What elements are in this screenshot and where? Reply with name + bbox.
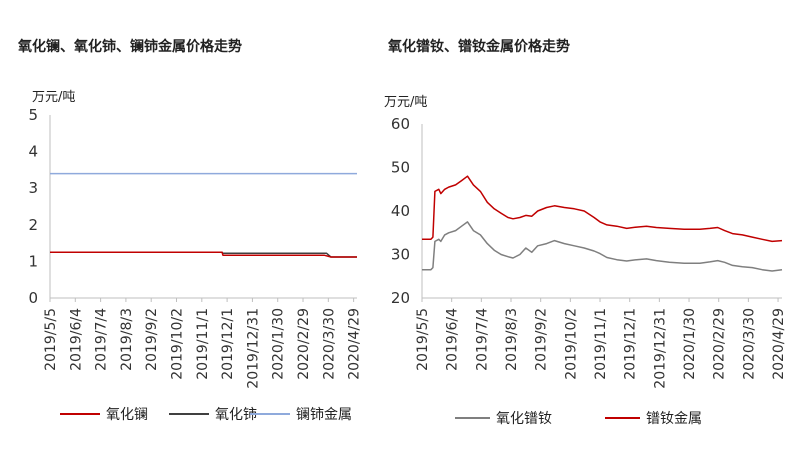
right-chart-title: 氧化镨钕、镨钕金属价格走势	[388, 39, 570, 55]
y-tick-label: 20	[391, 289, 410, 307]
y-tick-label: 4	[28, 143, 38, 161]
y-tick-label: 5	[28, 106, 38, 124]
y-tick-label: 30	[391, 246, 410, 264]
legend-item: 镧铈金属	[250, 406, 352, 423]
x-tick-label: 2019/9/2	[534, 308, 550, 371]
x-tick-label: 2019/11/1	[195, 308, 211, 380]
y-tick-label: 3	[28, 179, 38, 197]
x-tick-label: 2020/1/30	[271, 308, 287, 380]
left-chart-title: 氧化镧、氧化铈、镧铈金属价格走势	[18, 39, 242, 55]
series-line-series-0	[422, 221, 783, 272]
y-tick-label: 50	[391, 159, 410, 177]
x-tick-label: 2020/2/29	[296, 308, 312, 380]
legend-item: 氧化镨钕	[455, 411, 552, 427]
x-tick-label: 2020/4/29	[347, 308, 363, 380]
y-tick-label: 60	[391, 115, 410, 133]
right-chart-panel: 氧化镨钕、镨钕金属价格走势 万元/吨 20 30 40 50 60 2019/5/5 2019…	[384, 0, 800, 463]
x-tick-label: 2020/1/30	[682, 308, 698, 380]
x-tick-label: 2020/2/29	[712, 308, 728, 380]
x-tick-label: 2019/8/3	[119, 308, 135, 371]
y-tick-label: 1	[28, 252, 38, 270]
x-tick-label: 2020/3/30	[321, 308, 337, 380]
legend-label: 氧化镨钕	[496, 411, 552, 427]
y-unit-label: 万元/吨	[32, 90, 75, 105]
x-tick-label: 2019/7/4	[94, 308, 110, 371]
legend-label: 氧化铈	[215, 406, 257, 423]
x-tick-label: 2019/10/2	[563, 308, 579, 380]
y-unit-label: 万元/吨	[384, 95, 427, 110]
right-chart-svg: 万元/吨 20 30 40 50 60 2019/5/5 2019/6/4 2019/7/4 20…	[384, 95, 787, 427]
y-tick-label: 40	[391, 202, 410, 220]
x-tick-label: 2019/12/1	[623, 308, 639, 380]
x-tick-label: 2019/8/3	[504, 308, 520, 371]
legend-item: 氧化铈	[169, 406, 257, 423]
x-tick-label: 2019/6/4	[68, 308, 84, 371]
legend-label: 镧铈金属	[296, 406, 352, 423]
legend-label: 镨钕金属	[646, 411, 702, 427]
x-tick-label: 2019/11/1	[593, 308, 609, 380]
x-tick-label: 2019/9/2	[144, 308, 160, 371]
x-tick-label: 2019/12/1	[220, 308, 236, 380]
y-tick-label: 2	[28, 216, 38, 234]
x-tick-label: 2020/3/30	[741, 308, 757, 380]
series-line-series-1	[422, 175, 783, 243]
left-chart-svg: 万元/吨 0 1 2 3 4 5 2019/5/5 2019/6/4 2019/7/4 2019/8…	[28, 90, 363, 423]
y-tick-label: 0	[28, 289, 38, 307]
legend-item: 氧化镧	[60, 407, 148, 423]
legend-item: 镨钕金属	[605, 411, 702, 427]
x-tick-label: 2019/5/5	[43, 308, 59, 371]
series-line-series-0	[50, 251, 357, 258]
x-tick-label: 2019/10/2	[170, 308, 186, 380]
x-tick-label: 2019/7/4	[474, 308, 490, 371]
x-tick-label: 2020/4/29	[771, 308, 787, 380]
x-tick-label: 2019/6/4	[445, 308, 461, 371]
x-tick-label: 2019/12/31	[652, 308, 668, 389]
left-chart-panel: 氧化镧、氧化铈、镧铈金属价格走势 万元/吨 0 1 2 3 4 5 2019/5/5 2019/…	[18, 39, 363, 423]
x-tick-label: 2019/12/31	[245, 308, 261, 389]
x-tick-label: 2019/5/5	[415, 308, 431, 371]
legend-label: 氧化镧	[106, 407, 148, 423]
